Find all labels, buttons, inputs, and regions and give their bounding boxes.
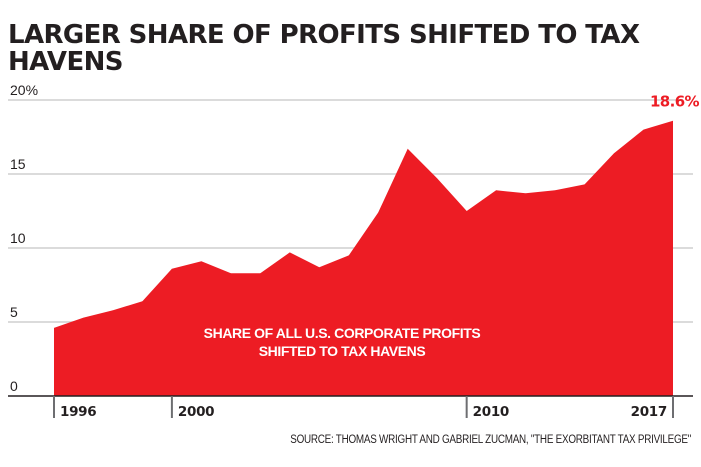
x-tick-label: 2010 (473, 404, 509, 420)
source-note: SOURCE: THOMAS WRIGHT AND GABRIEL ZUCMAN… (290, 434, 691, 446)
x-tick-label: 2017 (631, 404, 667, 420)
x-axis-ticks: 1996 2000 2010 2017 (53, 396, 674, 420)
area-series (54, 120, 673, 396)
x-tick-label: 1996 (60, 404, 96, 420)
y-tick-label: 20% (10, 82, 38, 98)
annotations: 18.6% SHARE OF ALL U.S. CORPORATE PROFITS… (53, 93, 700, 359)
series-label: SHIFTED TO TAX HAVENS (259, 343, 426, 359)
y-tick-label: 15 (10, 156, 26, 172)
y-tick-label: 5 (10, 304, 18, 320)
y-tick-label: 10 (10, 230, 26, 246)
x-tick-label: 2000 (178, 404, 214, 420)
y-axis-labels: 0 5 10 15 20% (10, 82, 38, 394)
series-label: SHARE OF ALL U.S. CORPORATE PROFITS (204, 325, 481, 341)
end-value-label: 18.6% (650, 93, 700, 111)
y-tick-label: 0 (10, 378, 18, 394)
chart-title: LARGER SHARE OF PROFITS SHIFTED TO TAX H… (8, 20, 640, 77)
